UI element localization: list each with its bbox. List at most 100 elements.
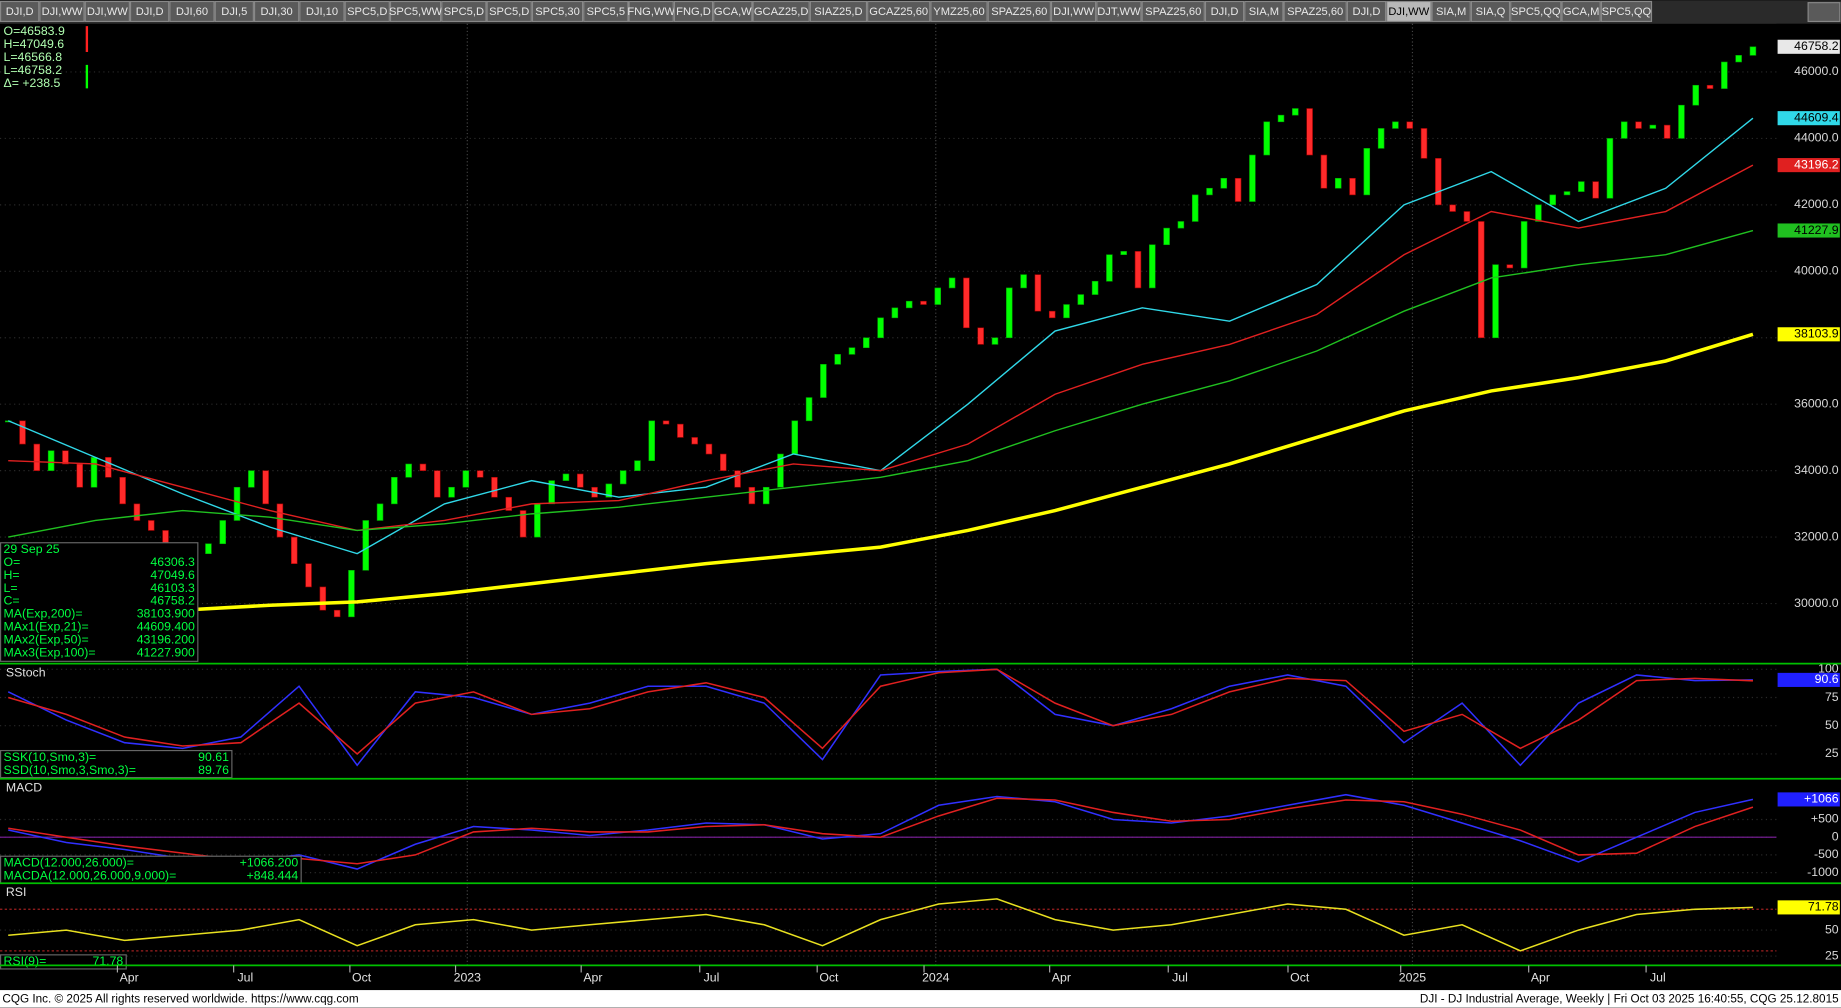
candle — [648, 420, 655, 461]
tab-bg — [531, 0, 584, 23]
panel-title: SStoch — [6, 665, 46, 679]
y-tick-label: -500 — [1814, 847, 1839, 861]
tab[interactable]: GCA,M — [1561, 0, 1601, 23]
date-label: Apr — [1531, 971, 1550, 985]
tab-label: DJI,D — [6, 6, 34, 18]
tab[interactable]: SPC5,5 — [583, 0, 629, 23]
tab[interactable]: SPAZ25,60 — [987, 0, 1051, 23]
tab-label: SPC5,D — [347, 6, 387, 18]
candle — [119, 477, 126, 505]
candle — [1392, 121, 1399, 129]
tab-label: SPAZ25,60 — [991, 6, 1047, 18]
tab-bg — [253, 0, 300, 23]
tab[interactable]: SPC5,D — [441, 0, 487, 23]
candle — [1334, 177, 1342, 189]
candle — [1535, 204, 1542, 222]
readout-label: MAx1(Exp,21)= — [4, 620, 89, 634]
tab-bg — [752, 0, 810, 23]
ohlc-readout: O=46583.9 — [4, 24, 65, 38]
tab[interactable]: DJI,WW — [84, 0, 130, 23]
y-tick-label: 32000.0 — [1794, 529, 1839, 543]
readout-bar — [85, 26, 89, 52]
readout-label: O= — [4, 555, 21, 569]
tab-label: SPC5,D — [444, 6, 484, 18]
tab[interactable]: GCAZ25,D — [752, 0, 810, 23]
tab-bg — [1244, 0, 1284, 23]
tab[interactable]: SPC5,D — [344, 0, 390, 23]
tab[interactable]: FNG,WW — [627, 0, 675, 23]
tab[interactable]: DJI,60 — [169, 0, 215, 23]
candle — [1249, 154, 1256, 202]
tab[interactable]: SPC5,WW — [389, 0, 443, 23]
candle — [934, 287, 942, 305]
tab-bg — [1600, 0, 1653, 23]
tab[interactable]: YMZ25,60 — [930, 0, 988, 23]
candle — [762, 486, 770, 505]
candle — [1463, 211, 1471, 222]
tab[interactable]: SPC5,30 — [531, 0, 584, 23]
candle — [619, 470, 627, 485]
tab-bg — [214, 0, 254, 23]
tab-label: DJI,WW — [87, 6, 128, 18]
tab-bg — [1470, 0, 1511, 23]
candle — [1420, 128, 1428, 159]
readout-date: 29 Sep 25 — [4, 542, 60, 556]
tab[interactable]: DJT,WW — [1096, 0, 1142, 23]
date-label: Jul — [1172, 971, 1188, 985]
tab[interactable]: DJI,WW — [39, 0, 85, 23]
tab[interactable]: DJI,30 — [253, 0, 300, 23]
tab[interactable]: SIAZ25,D — [809, 0, 868, 23]
candle — [476, 470, 484, 478]
tab[interactable]: SIA,M — [1244, 0, 1284, 23]
tab-label: DJI,WW — [1053, 6, 1094, 18]
tab[interactable]: DJI,5 — [214, 0, 254, 23]
tab[interactable]: SPC5,QQ — [1600, 0, 1653, 23]
tab[interactable]: FNG,D — [673, 0, 714, 23]
readout-box — [0, 542, 199, 662]
last-value-tag — [1777, 327, 1840, 342]
readout-label: H= — [4, 568, 20, 582]
candle — [1649, 124, 1657, 129]
last-value-label: 43196.2 — [1794, 157, 1839, 171]
tab[interactable]: DJI,10 — [299, 0, 345, 23]
tab[interactable]: SIA,Q — [1470, 0, 1511, 23]
candle — [1563, 191, 1571, 196]
last-value-tag — [1777, 39, 1840, 54]
tab[interactable]: DJI,D — [1346, 0, 1387, 23]
readout-value: 89.76 — [198, 763, 229, 777]
tab-label: DJI,60 — [176, 6, 208, 18]
tab[interactable]: GCA,W — [713, 0, 753, 23]
tab[interactable]: DJI,WW — [1050, 0, 1097, 23]
tab-bg — [1561, 0, 1601, 23]
candle — [1377, 128, 1385, 149]
candle — [834, 354, 841, 365]
tab[interactable]: SPC5,QQ — [1510, 0, 1562, 23]
candle — [1320, 154, 1328, 189]
last-value-tag — [1777, 900, 1840, 915]
candle — [748, 486, 756, 505]
tab-bg — [1204, 0, 1245, 23]
tab[interactable]: SPAZ25,60 — [1283, 0, 1347, 23]
y-tick-label: 34000.0 — [1794, 463, 1839, 477]
tab[interactable]: SPAZ25,60 — [1141, 0, 1205, 23]
tab[interactable]: GCAZ25,60 — [867, 0, 931, 23]
candle — [1006, 287, 1013, 339]
candle — [734, 470, 741, 488]
tab-bg — [344, 0, 390, 23]
tab[interactable]: DJI,D — [0, 0, 40, 23]
candle — [720, 453, 727, 471]
candle — [205, 543, 212, 555]
tab[interactable]: SIA,M — [1431, 0, 1471, 23]
readout-box — [0, 749, 233, 779]
tab[interactable]: DJI,D — [129, 0, 170, 23]
tab-scroll[interactable] — [1807, 2, 1841, 23]
tab-bg — [1346, 0, 1387, 23]
tab[interactable]: DJI,D — [1204, 0, 1245, 23]
y-tick-label: 46000.0 — [1794, 64, 1839, 78]
tab[interactable]: DJI,WW — [1386, 0, 1432, 23]
tab-label: DJI,10 — [306, 6, 338, 18]
tab[interactable]: SPC5,D — [486, 0, 532, 23]
price-axis — [1776, 23, 1841, 966]
tab-label: SIA,M — [1249, 6, 1279, 18]
candle — [491, 477, 498, 498]
